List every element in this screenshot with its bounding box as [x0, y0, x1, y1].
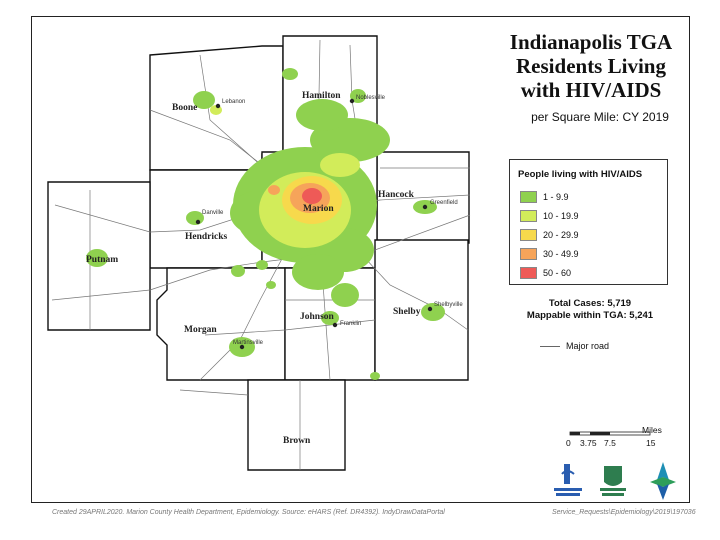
- town-marker: [349, 98, 355, 104]
- reference-footer: Service_Requests\Epidemiology\2019\19703…: [552, 509, 696, 516]
- town-marker: [422, 204, 428, 210]
- town-label-lebanon: Lebanon: [222, 99, 245, 105]
- compass-logo: [650, 462, 676, 500]
- case-totals: Total Cases: 5,719 Mappable within TGA: …: [510, 298, 670, 322]
- scale-tick: 0: [566, 438, 571, 448]
- legend-label: 20 - 29.9: [543, 230, 579, 240]
- county-label-hancock: Hancock: [378, 190, 415, 200]
- legend-title: People living with HIV/AIDS: [518, 169, 643, 180]
- road-key: Major road: [540, 341, 609, 351]
- legend-item: 10 - 19.9: [520, 209, 579, 223]
- town-marker: [239, 344, 245, 350]
- town-marker: [195, 219, 201, 225]
- road-key-line: [540, 345, 560, 347]
- legend-label: 10 - 19.9: [543, 211, 579, 221]
- map-title: Indianapolis TGA Residents Living with H…: [509, 30, 673, 102]
- marion-health-research-logo: [600, 466, 626, 496]
- mappable-cases: Mappable within TGA: 5,241: [526, 310, 654, 321]
- map-subtitle: per Square Mile: CY 2019: [531, 110, 669, 124]
- town-label-noblesville: Noblesville: [356, 95, 386, 101]
- town-marker: [427, 306, 433, 312]
- legend-swatch: [520, 210, 537, 222]
- town-label-martinsville: Martinsville: [233, 340, 264, 346]
- county-morgan: [156, 267, 286, 381]
- county-label-morgan: Morgan: [184, 325, 217, 335]
- map-frame: [31, 16, 690, 503]
- legend-swatch: [520, 267, 537, 279]
- legend-label: 30 - 49.9: [543, 249, 579, 259]
- town-label-franklin: Franklin: [340, 321, 361, 327]
- legend-label: 1 - 9.9: [543, 192, 569, 202]
- road-key-label: Major road: [566, 341, 610, 351]
- town-markers: [195, 98, 433, 350]
- legend: People living with HIV/AIDS 1 - 9.9 10 -…: [509, 159, 668, 285]
- scale-tick: 15: [646, 438, 656, 448]
- town-marker: [332, 322, 338, 328]
- town-label-shelbyville: Shelbyville: [434, 302, 463, 308]
- legend-item: 30 - 49.9: [520, 247, 579, 261]
- town-label-greenfield: Greenfield: [430, 200, 458, 206]
- legend-swatch: [520, 248, 537, 260]
- county-label-marion: Marion: [303, 204, 334, 214]
- health-hospital-logo: [554, 464, 582, 496]
- scale-tick: 7.5: [604, 438, 616, 448]
- county-label-hendricks: Hendricks: [185, 232, 228, 242]
- scale-labels: Miles 0 3.75 7.5 15: [560, 425, 670, 455]
- scale-unit: Miles: [642, 425, 662, 435]
- county-label-brown: Brown: [283, 436, 311, 446]
- county-label-johnson: Johnson: [300, 312, 335, 322]
- legend-label: 50 - 60: [543, 268, 572, 278]
- legend-swatch: [520, 191, 537, 203]
- legend-item: 50 - 60: [520, 266, 571, 280]
- total-cases: Total Cases: 5,719: [548, 298, 632, 309]
- scale-bar: [569, 431, 651, 436]
- town-marker: [215, 103, 221, 109]
- legend-item: 20 - 29.9: [520, 228, 579, 242]
- county-label-shelby: Shelby: [393, 307, 421, 317]
- county-boundaries: [47, 35, 470, 471]
- legend-item: 1 - 9.9: [520, 190, 569, 204]
- county-brown: [247, 379, 346, 471]
- county-label-boone: Boone: [172, 103, 197, 113]
- credit-footer: Created 29APRIL2020. Marion County Healt…: [52, 509, 445, 516]
- county-label-hamilton: Hamilton: [302, 91, 341, 101]
- county-label-putnam: Putnam: [86, 255, 118, 265]
- scale-tick: 3.75: [580, 438, 597, 448]
- legend-swatch: [520, 229, 537, 241]
- town-label-danville: Danville: [202, 210, 224, 216]
